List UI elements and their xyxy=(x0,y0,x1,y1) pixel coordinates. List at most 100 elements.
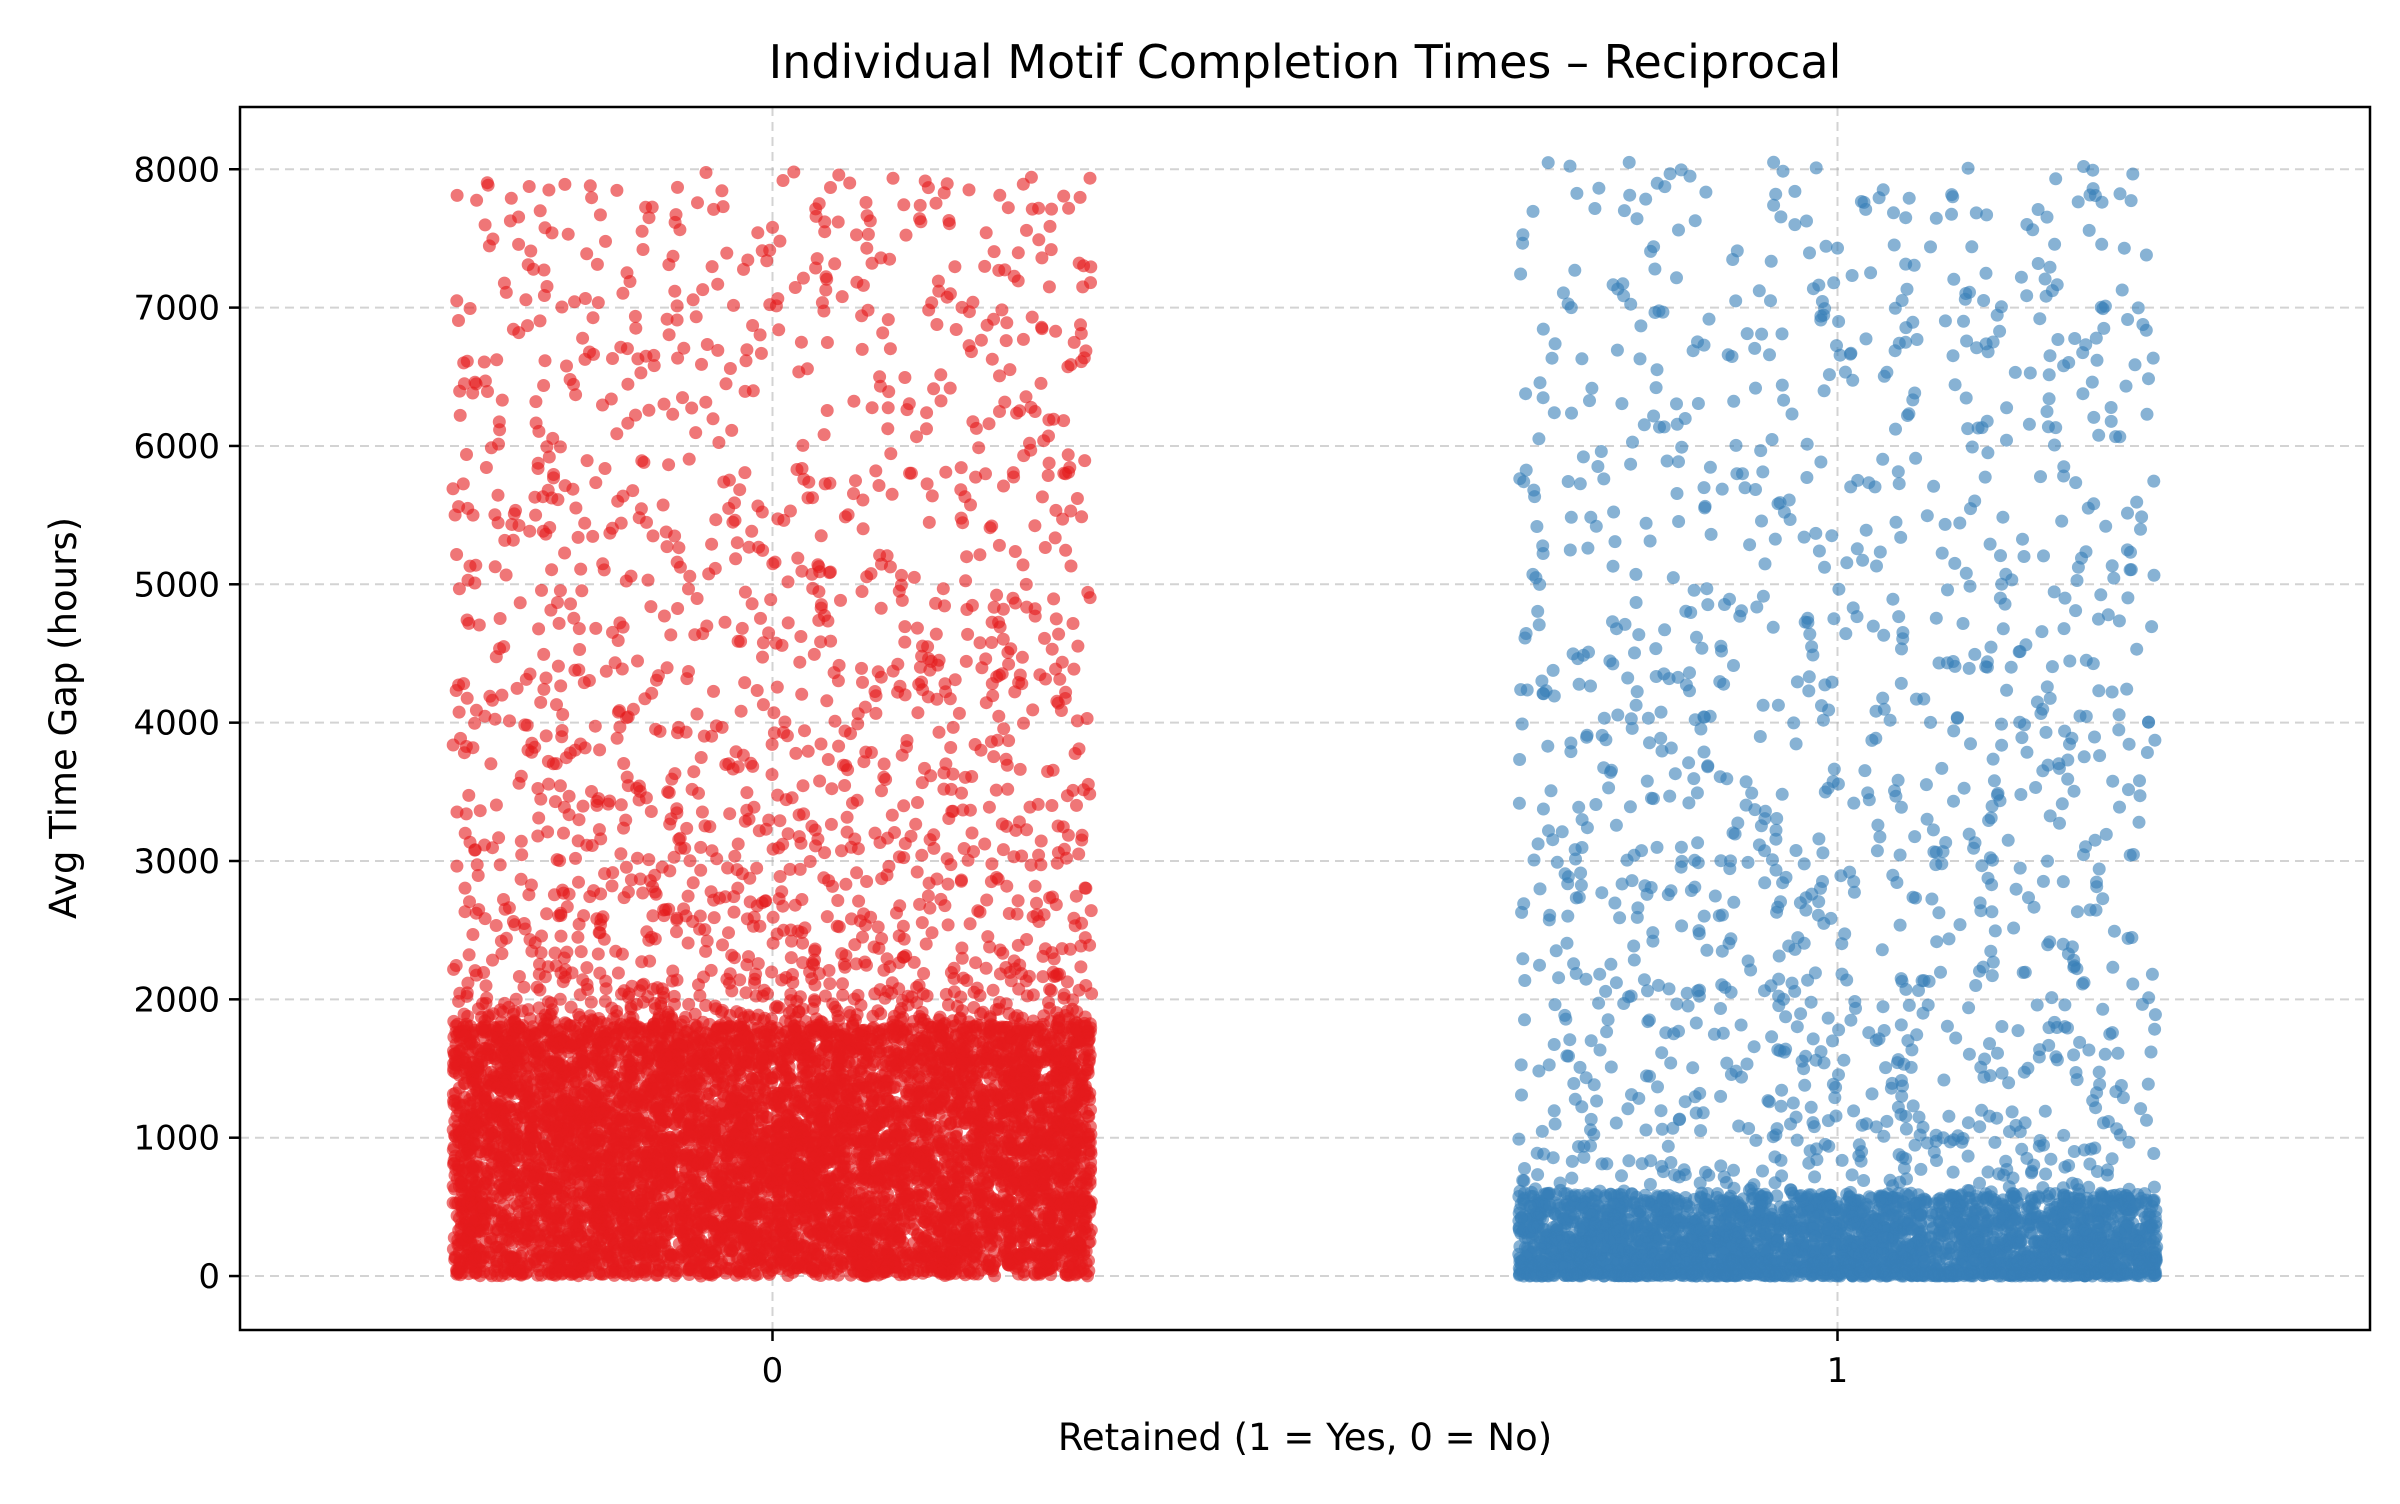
data-point xyxy=(708,911,721,924)
data-point xyxy=(878,758,891,771)
data-point xyxy=(742,950,755,963)
data-point xyxy=(450,294,463,307)
data-point xyxy=(522,258,535,271)
data-point xyxy=(563,888,576,901)
data-point xyxy=(577,800,590,813)
data-point xyxy=(631,852,644,865)
data-point xyxy=(1050,612,1063,625)
data-point xyxy=(978,260,991,273)
data-point xyxy=(964,917,977,930)
data-point xyxy=(833,920,846,933)
data-point xyxy=(692,978,705,991)
data-point xyxy=(996,947,1009,960)
data-point xyxy=(524,245,537,258)
data-point xyxy=(617,757,630,770)
data-point xyxy=(727,299,740,312)
data-point xyxy=(1047,764,1060,777)
data-point xyxy=(802,745,815,758)
data-point xyxy=(815,738,828,751)
data-point xyxy=(1071,492,1084,505)
data-point xyxy=(494,858,507,871)
data-point xyxy=(555,930,568,943)
data-point xyxy=(1059,544,1072,557)
data-point xyxy=(767,706,780,719)
data-point xyxy=(992,710,1005,723)
data-point xyxy=(721,862,734,875)
data-point xyxy=(707,203,720,216)
data-point xyxy=(1000,753,1013,766)
data-point xyxy=(937,582,950,595)
data-point xyxy=(581,454,594,467)
data-point xyxy=(554,993,567,1006)
data-point xyxy=(462,789,475,802)
data-point xyxy=(553,617,566,630)
data-point xyxy=(707,685,720,698)
data-point xyxy=(662,258,675,271)
data-point xyxy=(490,919,503,932)
data-point xyxy=(921,477,934,490)
data-point xyxy=(1084,172,1097,185)
data-point xyxy=(985,857,998,870)
data-point xyxy=(965,770,978,783)
data-point xyxy=(961,628,974,641)
data-point xyxy=(678,842,691,855)
data-point xyxy=(983,801,996,814)
data-point xyxy=(893,899,906,912)
data-point xyxy=(460,448,473,461)
data-point xyxy=(1073,742,1086,755)
data-point xyxy=(773,235,786,248)
data-point xyxy=(558,178,571,191)
data-point xyxy=(876,326,889,339)
data-point xyxy=(820,270,833,283)
data-point xyxy=(923,516,936,529)
data-point xyxy=(1072,848,1085,861)
data-point xyxy=(847,395,860,408)
data-point xyxy=(515,835,528,848)
data-point xyxy=(831,894,844,907)
data-point xyxy=(687,765,700,778)
data-point xyxy=(754,612,767,625)
data-point xyxy=(843,177,856,190)
data-point xyxy=(836,290,849,303)
data-point xyxy=(562,228,575,241)
data-point xyxy=(621,378,634,391)
data-point xyxy=(707,412,720,425)
data-point xyxy=(824,181,837,194)
data-point xyxy=(934,368,947,381)
data-point xyxy=(962,854,975,867)
data-point xyxy=(751,684,764,697)
data-point xyxy=(834,594,847,607)
data-point xyxy=(737,263,750,276)
data-point xyxy=(1035,377,1048,390)
data-point xyxy=(838,779,851,792)
data-point xyxy=(805,820,818,833)
data-point xyxy=(897,799,910,812)
data-point xyxy=(1007,592,1020,605)
data-point xyxy=(1039,673,1052,686)
data-point xyxy=(900,229,913,242)
data-point xyxy=(1043,457,1056,470)
data-point xyxy=(611,732,624,745)
data-point xyxy=(955,874,968,887)
data-point xyxy=(671,352,684,365)
data-point xyxy=(551,493,564,506)
data-point xyxy=(898,620,911,633)
data-point xyxy=(1067,617,1080,630)
data-point xyxy=(668,285,681,298)
data-point xyxy=(756,651,769,664)
data-point xyxy=(688,628,701,641)
data-point xyxy=(549,947,562,960)
data-point xyxy=(668,767,681,780)
data-point xyxy=(1028,519,1041,532)
data-point xyxy=(751,500,764,513)
data-point xyxy=(696,806,709,819)
data-point xyxy=(825,782,838,795)
data-point xyxy=(727,890,740,903)
data-point xyxy=(484,757,497,770)
data-point xyxy=(554,779,567,792)
data-point xyxy=(997,843,1010,856)
data-point xyxy=(796,937,809,950)
data-point xyxy=(772,323,785,336)
data-point xyxy=(636,225,649,238)
